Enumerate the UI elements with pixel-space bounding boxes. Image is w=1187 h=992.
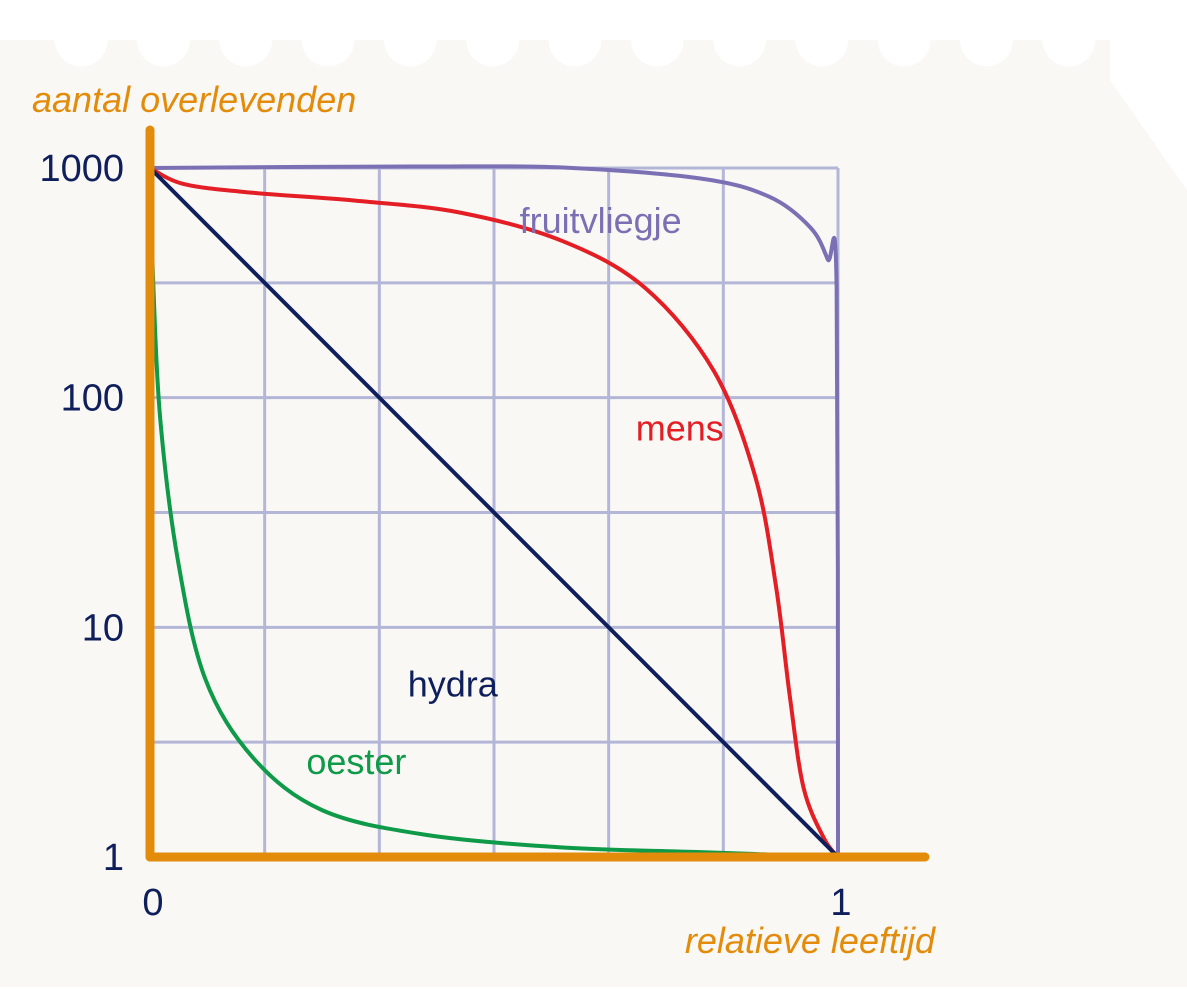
y-axis-label: aantal overlevenden <box>32 79 356 120</box>
series-line-oester <box>148 167 839 859</box>
series-label-oester: oester <box>306 741 406 782</box>
series-line-hydra <box>148 166 840 859</box>
series-line-mens <box>149 166 840 859</box>
series-line-fruitvliegje <box>149 164 840 858</box>
x-tick-label: 1 <box>830 882 851 924</box>
series-label-mens: mens <box>636 408 724 449</box>
series-label-fruitvliegje: fruitvliegje <box>520 200 682 241</box>
series-lines <box>148 164 840 859</box>
y-tick-label: 10 <box>82 607 124 649</box>
axes <box>145 125 930 862</box>
series-label-hydra: hydra <box>408 663 499 704</box>
x-axis-label: relatieve leeftijd <box>685 920 936 961</box>
y-tick-label: 1000 <box>39 148 124 190</box>
y-tick-label: 1 <box>103 837 124 879</box>
x-tick-label: 0 <box>142 882 163 924</box>
y-tick-label: 100 <box>61 378 124 420</box>
